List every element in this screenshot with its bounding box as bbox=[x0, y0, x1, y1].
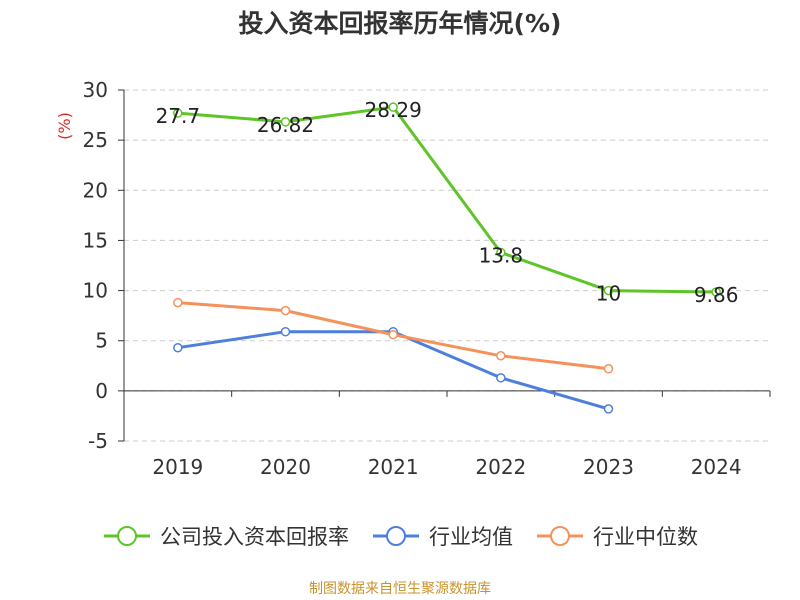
data-point bbox=[603, 404, 614, 414]
legend-marker-icon bbox=[104, 526, 150, 546]
legend-marker-icon bbox=[373, 526, 419, 546]
series-line bbox=[177, 105, 717, 294]
data-point bbox=[603, 285, 614, 296]
legend-label: 行业中位数 bbox=[593, 525, 698, 549]
y-tick-label: 20 bbox=[83, 178, 108, 202]
chart-title: 投入资本回报率历年情况(%) bbox=[238, 9, 562, 38]
x-tick-label: 2022 bbox=[475, 455, 526, 479]
y-tick-label: -5 bbox=[88, 429, 108, 453]
data-point bbox=[280, 326, 291, 337]
y-axis-label: (%) bbox=[55, 112, 74, 140]
x-tick-label: 2020 bbox=[260, 455, 311, 479]
legend-item[interactable]: 行业中位数 bbox=[535, 521, 698, 551]
data-label: 10 bbox=[596, 282, 621, 306]
x-tick-label: 2021 bbox=[368, 455, 419, 479]
data-point bbox=[388, 329, 398, 340]
data-point bbox=[173, 108, 183, 118]
data-point bbox=[280, 305, 291, 316]
data-point bbox=[496, 351, 506, 361]
y-tick-label: 0 bbox=[95, 379, 108, 403]
y-tick-label: 10 bbox=[83, 279, 108, 303]
legend-label: 行业均值 bbox=[429, 525, 513, 549]
y-tick-label: 30 bbox=[83, 78, 108, 102]
y-tick-label: 15 bbox=[83, 228, 108, 252]
data-point bbox=[496, 247, 506, 258]
data-label: 26.82 bbox=[257, 113, 314, 137]
data-point bbox=[496, 373, 506, 383]
data-point bbox=[603, 364, 614, 374]
x-tick-label: 2023 bbox=[583, 455, 634, 479]
data-label: 9.86 bbox=[694, 283, 739, 307]
legend: 公司投入资本回报率 行业均值 行业中位数 bbox=[0, 518, 800, 554]
data-point bbox=[173, 297, 183, 308]
y-tick-label: 25 bbox=[83, 128, 108, 152]
x-tick-label: 2024 bbox=[691, 455, 742, 479]
legend-label: 公司投入资本回报率 bbox=[160, 525, 349, 549]
data-label: 27.7 bbox=[156, 104, 201, 128]
data-label: 13.8 bbox=[479, 243, 524, 267]
series-line bbox=[177, 330, 609, 411]
data-point bbox=[173, 342, 183, 353]
y-tick-label: 5 bbox=[95, 329, 108, 353]
legend-marker-icon bbox=[537, 526, 583, 546]
source-note: 制图数据来自恒生聚源数据库 bbox=[309, 581, 491, 597]
data-point bbox=[711, 287, 721, 297]
legend-item[interactable]: 行业均值 bbox=[371, 521, 513, 551]
legend-item[interactable]: 公司投入资本回报率 bbox=[102, 521, 349, 551]
data-point bbox=[280, 117, 291, 127]
data-label: 28.29 bbox=[365, 98, 422, 122]
data-point bbox=[388, 102, 398, 112]
x-tick-label: 2019 bbox=[152, 455, 203, 479]
